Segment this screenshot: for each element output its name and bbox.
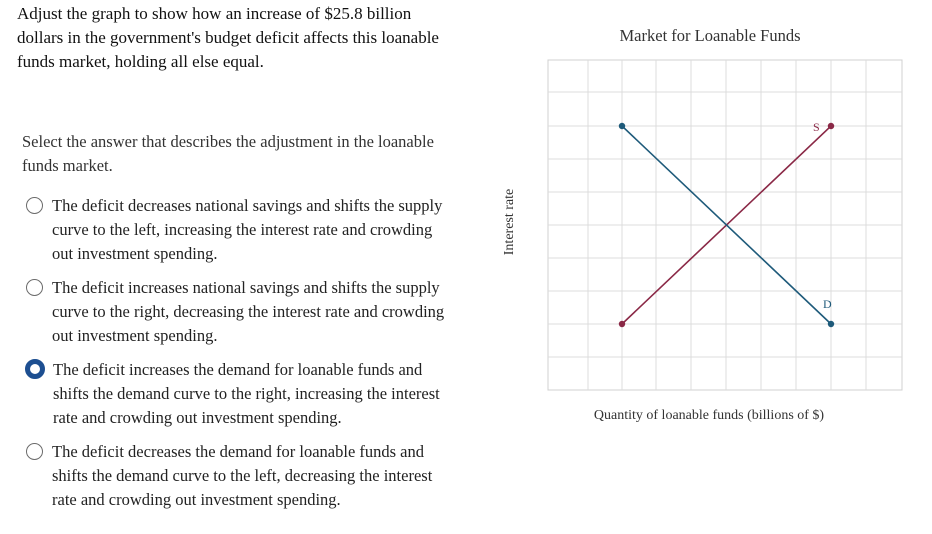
answer-option-4-label: The deficit decreases the demand for loa… (52, 442, 433, 509)
answer-option-1-label: The deficit decreases national savings a… (52, 196, 443, 263)
answer-option-3[interactable]: The deficit increases the demand for loa… (25, 358, 446, 430)
instruction-text: Select the answer that describes the adj… (22, 132, 434, 175)
demand-curve-label: D (823, 297, 832, 311)
graph-title: Market for Loanable Funds (619, 26, 801, 45)
supply-curve-label: S (813, 120, 820, 134)
radio-button-2[interactable] (26, 279, 43, 296)
answer-option-2-label: The deficit increases national savings a… (52, 278, 445, 345)
demand-curve-handle-high[interactable] (618, 122, 626, 130)
question-text: Adjust the graph to show how an increase… (17, 4, 439, 71)
radio-button-4[interactable] (26, 443, 43, 460)
answer-option-2[interactable]: The deficit increases national savings a… (26, 276, 446, 348)
graph-grid (547, 59, 903, 391)
demand-curve-handle-low[interactable] (827, 320, 835, 328)
answer-option-4[interactable]: The deficit decreases the demand for loa… (26, 440, 446, 512)
radio-button-3-selected[interactable] (25, 359, 45, 379)
supply-curve-handle-high[interactable] (827, 122, 835, 130)
x-axis-label: Quantity of loanable funds (billions of … (593, 408, 825, 423)
answer-option-3-label: The deficit increases the demand for loa… (53, 360, 440, 427)
radio-button-1[interactable] (26, 197, 43, 214)
supply-curve-handle-low[interactable] (618, 320, 626, 328)
demand-curve[interactable] (621, 125, 832, 325)
answer-option-1[interactable]: The deficit decreases national savings a… (26, 194, 446, 266)
